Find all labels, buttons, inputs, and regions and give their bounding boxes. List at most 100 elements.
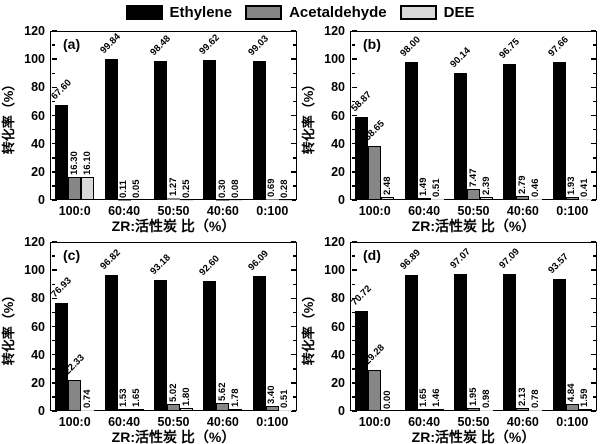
y-axis-tick bbox=[351, 142, 357, 145]
y-axis-tick bbox=[51, 199, 57, 201]
y-tick-label: 100 bbox=[24, 52, 45, 67]
y-axis-title: 转化率（%） bbox=[301, 288, 316, 365]
ethylene-bar bbox=[454, 73, 467, 200]
x-tick-label: 100:0 bbox=[358, 204, 391, 218]
y-axis-tick-right bbox=[590, 30, 596, 32]
y-tick-label: 60 bbox=[331, 108, 345, 123]
ethylene-bar bbox=[203, 280, 217, 411]
x-axis-title: ZR:活性炭 比（%） bbox=[111, 429, 236, 444]
y-tick-label: 120 bbox=[24, 24, 45, 38]
y-axis-tick-right bbox=[292, 368, 296, 370]
value-label: 0.05 bbox=[131, 179, 143, 198]
y-axis-tick bbox=[351, 339, 355, 342]
value-label: 16.30 bbox=[68, 151, 80, 176]
value-label: 0.30 bbox=[216, 179, 228, 198]
y-axis-tick bbox=[351, 311, 355, 314]
y-axis-tick bbox=[351, 368, 355, 370]
y-axis-tick-right bbox=[590, 269, 596, 271]
y-axis-tick bbox=[51, 241, 57, 243]
value-label: 0.46 bbox=[529, 178, 541, 198]
dee-bar bbox=[529, 199, 543, 200]
y-tick-label: 80 bbox=[331, 80, 345, 95]
panel-c: 0 20 40 60 80 100 120 (c) 76.93 22.33 0.74 100:0 96.… bbox=[0, 233, 300, 444]
dee-swatch bbox=[399, 4, 437, 20]
y-axis-tick bbox=[351, 325, 357, 328]
y-axis-tick-right bbox=[590, 241, 596, 243]
y-tick-label: 80 bbox=[31, 80, 45, 95]
dee-bar bbox=[180, 408, 193, 411]
ethylene-bar bbox=[55, 302, 69, 411]
y-axis-title: 转化率（%） bbox=[301, 77, 316, 154]
y-axis-tick-right bbox=[292, 157, 296, 159]
y-axis-tick-right bbox=[590, 410, 596, 412]
y-tick-label: 20 bbox=[331, 164, 345, 179]
y-axis-tick bbox=[51, 410, 57, 412]
value-label: 1.95 bbox=[467, 387, 479, 407]
acetaldehyde-bar bbox=[265, 199, 279, 200]
y-axis-tick-right bbox=[292, 339, 296, 342]
value-label: 1.65 bbox=[418, 388, 430, 407]
y-axis-tick-right bbox=[590, 325, 596, 328]
x-tick-label: 0:100 bbox=[256, 204, 289, 218]
y-axis-tick bbox=[51, 283, 55, 285]
y-axis-tick-right bbox=[290, 114, 296, 117]
y-axis-tick-right bbox=[592, 368, 596, 370]
y-axis-tick bbox=[351, 185, 355, 187]
x-axis-title: ZR:活性炭 比（%） bbox=[411, 218, 536, 234]
dee-bar bbox=[480, 409, 493, 411]
value-label: 0.51 bbox=[431, 178, 443, 198]
value-label: 0.25 bbox=[180, 179, 192, 198]
y-axis-tick bbox=[351, 171, 357, 173]
y-axis-tick bbox=[51, 325, 57, 328]
y-tick-label: 20 bbox=[31, 164, 45, 179]
acetaldehyde-bar bbox=[368, 369, 382, 411]
y-axis-tick-right bbox=[590, 297, 596, 300]
y-axis-tick-right bbox=[592, 339, 596, 342]
x-tick-label: 40:60 bbox=[206, 415, 239, 429]
y-axis-title: 转化率（%） bbox=[1, 77, 16, 154]
ethylene-bar bbox=[203, 59, 217, 200]
y-axis-tick bbox=[51, 114, 57, 117]
y-tick-label: 40 bbox=[331, 347, 345, 362]
y-axis-tick-right bbox=[592, 255, 596, 257]
y-axis-tick bbox=[351, 30, 357, 32]
value-label: 1.93 bbox=[566, 176, 578, 196]
y-axis-tick bbox=[351, 44, 355, 46]
panel-d: 0 20 40 60 80 100 120 (d) 70.72 29.28 0.00 100:0 96.… bbox=[300, 233, 600, 444]
ethylene-bar bbox=[454, 274, 467, 411]
y-tick-label: 80 bbox=[31, 291, 45, 306]
y-axis-tick-right bbox=[290, 86, 296, 89]
y-axis-tick bbox=[51, 44, 55, 46]
ethylene-bar bbox=[154, 279, 167, 411]
y-axis-tick bbox=[351, 128, 355, 131]
y-axis-tick-right bbox=[292, 283, 296, 285]
y-axis-tick-right bbox=[590, 114, 596, 117]
x-tick-label: 50:50 bbox=[457, 415, 490, 429]
value-label: 1.59 bbox=[579, 388, 591, 407]
y-axis-tick-right bbox=[290, 199, 296, 201]
ethylene-bar bbox=[252, 60, 266, 200]
ethylene-bar bbox=[404, 61, 418, 200]
x-tick-label: 100:0 bbox=[358, 415, 391, 429]
y-tick-label: 60 bbox=[31, 319, 45, 334]
acetaldehyde-bar bbox=[68, 379, 82, 411]
y-axis-tick-right bbox=[292, 128, 296, 131]
dee-bar bbox=[278, 410, 292, 411]
y-tick-label: 80 bbox=[331, 291, 345, 306]
x-axis-title: ZR:活性炭 比（%） bbox=[111, 218, 236, 234]
dee-bar bbox=[430, 408, 444, 411]
x-tick-label: 40:60 bbox=[206, 204, 239, 218]
value-label: 1.46 bbox=[431, 388, 443, 407]
panel-b: 0 20 40 60 80 100 120 (b) 58.87 38.65 2.48 100:0 98.… bbox=[300, 22, 600, 234]
panel-letter: (b) bbox=[363, 36, 381, 52]
acetaldehyde-bar bbox=[417, 197, 431, 200]
y-axis-tick bbox=[351, 100, 355, 103]
panel-letter: (c) bbox=[63, 247, 81, 263]
value-label: 5.02 bbox=[167, 383, 179, 402]
y-axis-tick-right bbox=[590, 142, 596, 145]
y-axis-tick bbox=[51, 368, 55, 370]
ethylene-bar bbox=[154, 61, 167, 200]
y-axis-tick bbox=[351, 297, 357, 300]
y-axis-tick-right bbox=[290, 297, 296, 300]
y-axis-tick bbox=[351, 410, 357, 412]
